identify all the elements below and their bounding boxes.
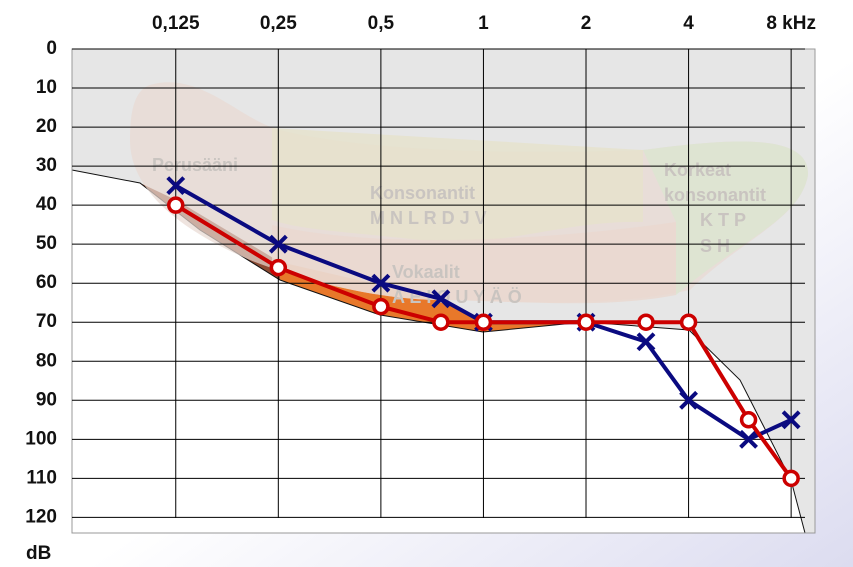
x-tick-label: 1 [478,13,489,34]
y-tick-label: 100 [25,428,57,449]
annotation: Vokaalit [392,262,460,282]
x-tick-label: 0,5 [368,13,395,34]
marker-o [577,313,595,331]
y-tick-label: 90 [36,389,57,410]
y-tick-label: 80 [36,350,57,371]
x-tick-label: 0,125 [152,13,200,34]
marker-x [268,234,288,254]
annotation: A E I O U Y Ä Ö [392,287,522,307]
y-tick-label: 30 [36,155,57,176]
annotation: konsonantit [664,185,766,205]
x-tick-label: 2 [581,13,592,34]
annotation: Korkeat [664,160,731,180]
marker-x [371,273,391,293]
marker-x [431,289,451,309]
marker-o [372,297,390,316]
marker-o [167,196,185,214]
x-tick-label: 4 [683,13,694,34]
marker-x [679,390,698,410]
marker-o [739,411,758,429]
annotation: K T P [700,210,746,230]
y-tick-label: 20 [36,116,57,137]
y-tick-label: 10 [36,77,57,98]
marker-x [781,410,801,430]
marker-o [432,313,450,331]
marker-o [269,258,288,277]
y-axis-label: dB [26,543,51,564]
y-tick-label: 110 [26,467,57,488]
marker-o [679,313,698,331]
marker-x [636,332,656,352]
y-tick-label: 50 [36,233,57,254]
y-tick-label: 0 [46,38,57,59]
annotation: Konsonantit [370,183,475,203]
y-tick-label: 70 [36,311,57,332]
marker-x [166,176,186,196]
high-consonant-zone [643,141,809,295]
marker-o [782,469,800,488]
y-tick-label: 120 [25,506,57,527]
marker-o [637,313,655,331]
data-line [174,203,793,480]
marker-x [739,429,758,449]
x-tick-label: 0,25 [260,13,297,34]
consonant-zone [272,128,643,243]
y-tick-label: 40 [36,194,57,215]
y-tick-label: 60 [36,272,57,293]
annotation: M N L R D J V [370,208,487,228]
annotation: S H [700,236,730,256]
x-tick-label: 8 kHz [766,13,816,34]
annotation: Perusääni [152,155,238,175]
marker-o [474,313,493,331]
